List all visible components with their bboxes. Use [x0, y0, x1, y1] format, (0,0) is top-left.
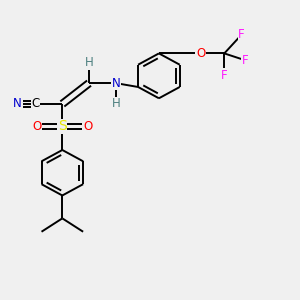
Text: H: H: [85, 56, 93, 69]
Text: O: O: [83, 120, 92, 133]
Text: S: S: [58, 119, 67, 133]
Text: H: H: [111, 98, 120, 110]
Text: O: O: [196, 47, 205, 60]
Text: C: C: [32, 98, 40, 110]
Text: N: N: [111, 76, 120, 90]
Text: N: N: [14, 98, 22, 110]
Text: F: F: [238, 28, 245, 41]
Text: O: O: [32, 120, 42, 133]
Text: F: F: [221, 69, 228, 82]
Text: F: F: [242, 54, 248, 67]
